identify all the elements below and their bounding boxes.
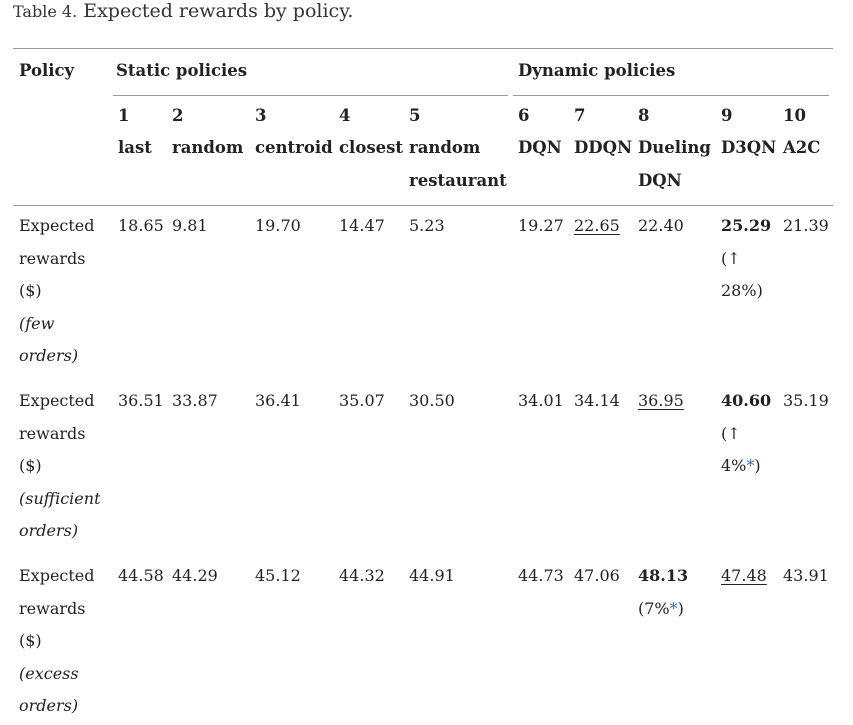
table-top-rule: [13, 48, 833, 49]
column-name: last: [118, 138, 152, 157]
column-name: DDQN: [574, 138, 633, 157]
table-cell: 14.47: [339, 216, 385, 235]
column-number: 9: [721, 106, 733, 125]
table-cell: 35.19: [783, 391, 829, 410]
column-number: 10: [783, 106, 806, 125]
column-name: random: [409, 138, 481, 157]
improvement-note: (7%*): [638, 598, 684, 618]
header-static-policies: Static policies: [116, 61, 248, 80]
table-cell: 43.91: [783, 566, 829, 585]
caption-label: Table 4.: [13, 2, 78, 21]
table-cell: 48.13: [638, 566, 689, 585]
column-name: restaurant: [409, 170, 507, 190]
header-policy: Policy: [19, 61, 75, 80]
table-cell: 33.87: [172, 391, 218, 410]
improvement-note: 4%*): [721, 456, 761, 475]
table-cell: 22.65: [574, 216, 620, 235]
table-caption: Table 4. Expected rewards by policy.: [13, 0, 353, 22]
static-group-rule: [113, 95, 508, 96]
row-label: ($): [19, 281, 42, 300]
row-condition: orders): [19, 696, 79, 715]
note-close-paren: ): [677, 598, 684, 618]
column-number: 5: [409, 106, 421, 125]
table-cell: 44.29: [172, 566, 218, 585]
dynamic-group-rule: [513, 95, 829, 96]
column-name: A2C: [783, 138, 821, 157]
table-cell: 47.48: [721, 566, 767, 585]
column-name: DQN: [518, 138, 562, 157]
table-cell: 21.39: [783, 216, 829, 235]
table-cell: 44.73: [518, 566, 564, 585]
table-cell: 40.60: [721, 391, 772, 410]
table-cell: 34.01: [518, 391, 564, 410]
table-cell: 36.95: [638, 391, 684, 410]
column-number: 8: [638, 106, 650, 125]
significance-star: *: [746, 456, 755, 475]
table-cell: 25.29: [721, 216, 772, 235]
column-name: D3QN: [721, 138, 777, 157]
row-label: rewards: [19, 598, 86, 618]
header-dynamic-policies: Dynamic policies: [518, 61, 676, 80]
header-bottom-rule: [13, 205, 833, 206]
caption-text: Expected rewards by policy.: [77, 0, 354, 22]
row-condition: (sufficient: [19, 488, 101, 508]
column-name: centroid: [255, 138, 333, 157]
table-cell: 9.81: [172, 216, 208, 235]
column-number: 2: [172, 106, 184, 125]
improvement-note: 28%): [721, 281, 763, 300]
table-cell: 36.41: [255, 391, 301, 410]
row-label: Expected: [19, 391, 95, 410]
table-cell: 19.27: [518, 216, 564, 235]
table-cell: 35.07: [339, 391, 385, 410]
improvement-note: (↑: [721, 248, 741, 268]
row-label: ($): [19, 456, 42, 475]
row-label: ($): [19, 631, 42, 650]
table-cell: 47.06: [574, 566, 620, 585]
column-name: Dueling: [638, 138, 711, 157]
table-cell: 44.32: [339, 566, 385, 585]
row-condition: (few: [19, 313, 55, 333]
table-cell: 18.65: [118, 216, 164, 235]
column-number: 7: [574, 106, 586, 125]
row-label: Expected: [19, 216, 95, 235]
column-number: 3: [255, 106, 267, 125]
column-number: 1: [118, 106, 130, 125]
note-close-paren: ): [754, 456, 761, 475]
table-cell: 45.12: [255, 566, 301, 585]
improvement-note: (↑: [721, 423, 741, 443]
column-number: 4: [339, 106, 351, 125]
column-name: DQN: [638, 170, 682, 190]
row-label: rewards: [19, 248, 86, 268]
row-label: rewards: [19, 423, 86, 443]
table-cell: 44.91: [409, 566, 455, 585]
row-label: Expected: [19, 566, 95, 585]
row-condition: (excess: [19, 663, 79, 683]
table-cell: 34.14: [574, 391, 620, 410]
table-cell: 19.70: [255, 216, 301, 235]
column-name: random: [172, 138, 244, 157]
table-cell: 5.23: [409, 216, 445, 235]
table-cell: 44.58: [118, 566, 164, 585]
table-cell: 30.50: [409, 391, 455, 410]
table-cell: 22.40: [638, 216, 684, 235]
row-condition: orders): [19, 346, 79, 365]
column-name: closest: [339, 138, 404, 157]
significance-star: *: [669, 598, 678, 618]
row-condition: orders): [19, 521, 79, 540]
column-number: 6: [518, 106, 530, 125]
table-cell: 36.51: [118, 391, 164, 410]
